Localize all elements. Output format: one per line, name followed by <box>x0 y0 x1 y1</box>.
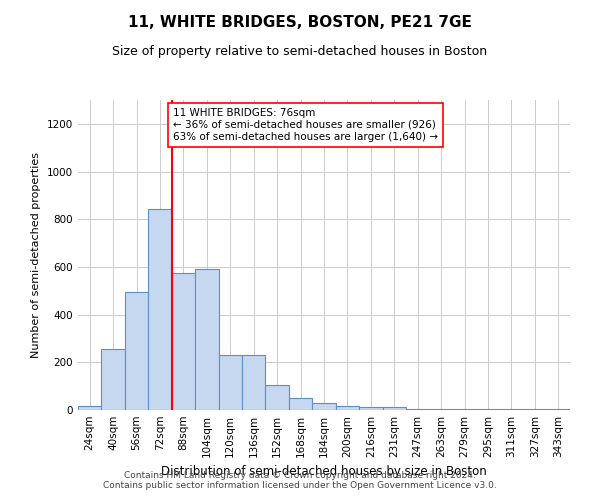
Text: Contains HM Land Registry data © Crown copyright and database right 2024.
Contai: Contains HM Land Registry data © Crown c… <box>103 470 497 490</box>
Bar <box>148 208 172 410</box>
Text: Size of property relative to semi-detached houses in Boston: Size of property relative to semi-detach… <box>112 45 488 58</box>
Bar <box>101 349 125 410</box>
Bar <box>289 398 312 410</box>
Bar <box>312 403 336 410</box>
Bar <box>383 407 406 410</box>
Bar <box>265 385 289 410</box>
Y-axis label: Number of semi-detached properties: Number of semi-detached properties <box>31 152 41 358</box>
Text: 11 WHITE BRIDGES: 76sqm
← 36% of semi-detached houses are smaller (926)
63% of s: 11 WHITE BRIDGES: 76sqm ← 36% of semi-de… <box>173 108 438 142</box>
Bar <box>359 407 383 410</box>
Text: 11, WHITE BRIDGES, BOSTON, PE21 7GE: 11, WHITE BRIDGES, BOSTON, PE21 7GE <box>128 15 472 30</box>
X-axis label: Distribution of semi-detached houses by size in Boston: Distribution of semi-detached houses by … <box>161 466 487 478</box>
Bar <box>195 270 218 410</box>
Bar <box>218 355 242 410</box>
Bar <box>78 406 101 410</box>
Bar <box>125 292 148 410</box>
Bar <box>242 355 265 410</box>
Bar <box>336 406 359 410</box>
Bar <box>172 273 195 410</box>
